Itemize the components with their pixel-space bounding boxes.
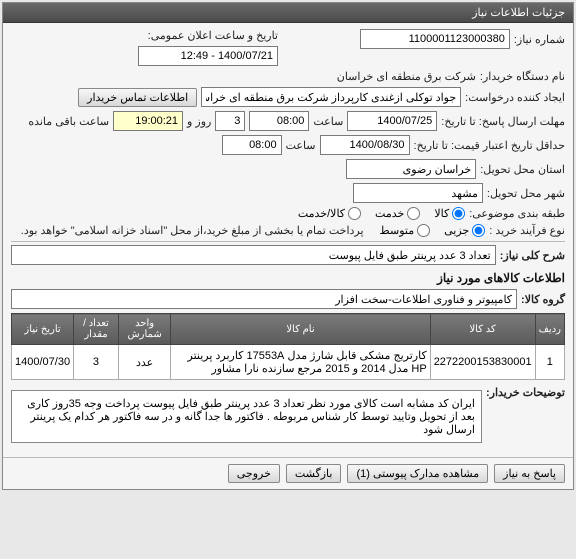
radio-both[interactable]: کالا/خدمت bbox=[298, 207, 361, 220]
summary-value bbox=[11, 245, 496, 265]
table-header: کد کالا bbox=[430, 314, 535, 345]
buyer-notes-value: ایران کد مشابه است کالای مورد نظر تعداد … bbox=[11, 390, 482, 443]
table-cell: کارتریج مشکی قابل شارژ مدل 17553A کاربرد… bbox=[171, 345, 430, 380]
hour-label-1: ساعت bbox=[313, 115, 343, 128]
items-table: ردیفکد کالانام کالاواحد شمارشتعداد / مقد… bbox=[11, 313, 565, 380]
table-cell: عدد bbox=[118, 345, 170, 380]
table-cell: 3 bbox=[74, 345, 119, 380]
province-label: استان محل تحویل: bbox=[480, 163, 565, 176]
buyer-notes-label: توضیحات خریدار: bbox=[486, 386, 565, 399]
radio-medium[interactable]: متوسط bbox=[380, 224, 431, 237]
remain-label: ساعت باقی مانده bbox=[28, 115, 109, 128]
table-header: ردیف bbox=[535, 314, 564, 345]
radio-service[interactable]: خدمت bbox=[375, 207, 420, 220]
items-section-title: اطلاعات کالاهای مورد نیاز bbox=[11, 271, 565, 285]
need-details-panel: جزئیات اطلاعات نیاز شماره نیاز: 11000011… bbox=[2, 2, 574, 490]
buyer-org-value: شرکت برق منطقه ای خراسان bbox=[337, 70, 476, 83]
deadline-date: 1400/07/25 bbox=[347, 111, 437, 131]
buytype-label: نوع فرآیند خرید : bbox=[489, 224, 565, 237]
table-header: واحد شمارش bbox=[118, 314, 170, 345]
back-button[interactable]: بازگشت bbox=[286, 464, 342, 483]
radio-partial[interactable]: جزیی bbox=[444, 224, 485, 237]
radio-goods[interactable]: کالا bbox=[434, 207, 465, 220]
need-no-label: شماره نیاز: bbox=[514, 33, 565, 46]
table-header: نام کالا bbox=[171, 314, 430, 345]
creator-value bbox=[201, 87, 461, 107]
category-label: طبقه بندی موضوعی: bbox=[469, 207, 565, 220]
day-and-label: روز و bbox=[187, 115, 211, 128]
city-label: شهر محل تحویل: bbox=[487, 187, 565, 200]
group-label: گروه کالا: bbox=[521, 293, 565, 306]
footer-buttons: پاسخ به نیاز مشاهده مدارک پیوستی (1) باز… bbox=[3, 457, 573, 489]
hour-label-2: ساعت bbox=[286, 139, 316, 152]
table-cell: 1400/07/30 bbox=[12, 345, 74, 380]
deadline-remain: 19:00:21 bbox=[113, 111, 183, 131]
deadline-time: 08:00 bbox=[249, 111, 309, 131]
category-radio-group: کالا خدمت کالا/خدمت bbox=[298, 207, 465, 220]
creator-label: ایجاد کننده درخواست: bbox=[465, 91, 565, 104]
contact-buyer-button[interactable]: اطلاعات تماس خریدار bbox=[78, 88, 197, 107]
output-button[interactable]: خروجی bbox=[228, 464, 280, 483]
table-cell: 2272200153830001 bbox=[430, 345, 535, 380]
table-header: تاریخ نیاز bbox=[12, 314, 74, 345]
buyer-org-label: نام دستگاه خریدار: bbox=[480, 70, 565, 83]
validity-date: 1400/08/30 bbox=[320, 135, 410, 155]
buytype-note: پرداخت تمام یا بخشی از مبلغ خرید،از محل … bbox=[21, 224, 364, 237]
deadline-days: 3 bbox=[215, 111, 245, 131]
public-date-value: 1400/07/21 - 12:49 bbox=[138, 46, 278, 66]
validity-label: حداقل تاریخ اعتبار قیمت: تا تاریخ: bbox=[414, 139, 565, 152]
summary-label: شرح کلی نیاز: bbox=[500, 249, 565, 262]
need-no-value: 1100001123000380 bbox=[360, 29, 510, 49]
public-date-label: تاریخ و ساعت اعلان عمومی: bbox=[148, 29, 278, 42]
table-header: تعداد / مقدار bbox=[74, 314, 119, 345]
table-row[interactable]: 12272200153830001کارتریج مشکی قابل شارژ … bbox=[12, 345, 565, 380]
validity-time: 08:00 bbox=[222, 135, 282, 155]
attachments-button[interactable]: مشاهده مدارک پیوستی (1) bbox=[347, 464, 488, 483]
buytype-radio-group: جزیی متوسط bbox=[380, 224, 486, 237]
province-value: خراسان رضوی bbox=[346, 159, 476, 179]
panel-title: جزئیات اطلاعات نیاز bbox=[472, 7, 565, 19]
group-value bbox=[11, 289, 517, 309]
city-value: مشهد bbox=[353, 183, 483, 203]
reply-button[interactable]: پاسخ به نیاز bbox=[494, 464, 565, 483]
deadline-label: مهلت ارسال پاسخ: تا تاریخ: bbox=[441, 115, 565, 128]
panel-header: جزئیات اطلاعات نیاز bbox=[3, 3, 573, 23]
table-cell: 1 bbox=[535, 345, 564, 380]
